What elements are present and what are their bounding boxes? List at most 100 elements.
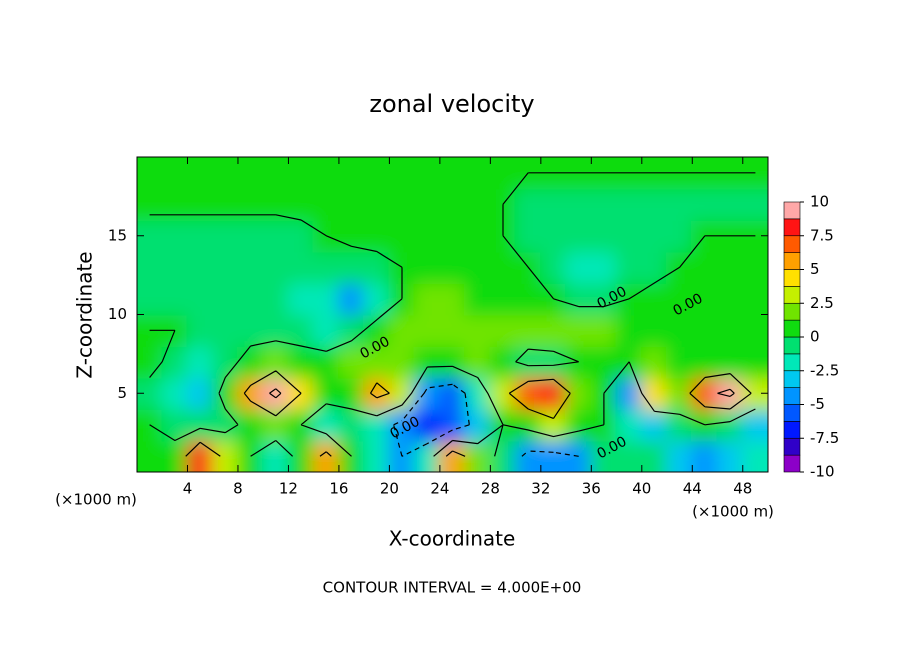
cell xyxy=(514,219,542,253)
cell xyxy=(666,187,694,221)
cell xyxy=(464,250,492,284)
cell xyxy=(388,408,416,442)
cell xyxy=(287,187,315,221)
cell xyxy=(337,376,366,410)
x-axis-label: X-coordinate xyxy=(389,527,516,551)
cell xyxy=(666,345,694,379)
cell xyxy=(691,282,719,316)
cell xyxy=(640,345,669,379)
cell xyxy=(514,439,542,472)
contours xyxy=(149,172,756,457)
cell xyxy=(337,157,366,190)
cell xyxy=(615,187,643,221)
colorbar-tick-label: -5 xyxy=(810,395,825,413)
cell xyxy=(262,376,290,410)
cell xyxy=(716,408,744,442)
cell xyxy=(137,157,164,190)
contour-line xyxy=(393,383,579,457)
cell xyxy=(640,439,669,472)
cell xyxy=(489,250,517,284)
cell xyxy=(640,376,669,410)
cell xyxy=(312,345,340,379)
cell xyxy=(211,282,239,316)
cell xyxy=(514,408,542,442)
cell xyxy=(137,345,164,379)
colorbar-band xyxy=(783,454,801,473)
colorbar-band xyxy=(783,404,801,422)
cell xyxy=(211,219,239,253)
x-tick-label: 24 xyxy=(430,480,449,498)
cell xyxy=(691,157,719,190)
cell xyxy=(137,187,164,221)
x-unit: (×1000 m) xyxy=(692,503,774,521)
cell xyxy=(716,250,744,284)
cell xyxy=(363,282,391,316)
cell xyxy=(262,187,290,221)
field xyxy=(137,157,768,472)
cell xyxy=(565,187,593,221)
cell xyxy=(438,187,467,221)
cell xyxy=(236,219,265,253)
cell xyxy=(413,250,441,284)
cell xyxy=(716,313,744,347)
cell xyxy=(565,313,593,347)
cell xyxy=(716,282,744,316)
cell xyxy=(186,408,214,442)
cell xyxy=(363,439,391,472)
cell xyxy=(514,157,542,190)
cell xyxy=(388,313,416,347)
cell xyxy=(161,219,189,253)
cell xyxy=(211,408,239,442)
cell xyxy=(716,345,744,379)
cell xyxy=(161,157,189,190)
cell xyxy=(716,439,744,472)
cell xyxy=(337,282,366,316)
cell xyxy=(691,313,719,347)
cell xyxy=(262,439,290,472)
colorbar-tick-label: 10 xyxy=(810,193,829,211)
y-unit: (×1000 m) xyxy=(55,491,137,509)
cell xyxy=(464,187,492,221)
cell xyxy=(211,250,239,284)
cell xyxy=(615,439,643,472)
cell xyxy=(186,282,214,316)
y-tick-label: 5 xyxy=(117,384,127,402)
cell xyxy=(741,187,768,221)
cell xyxy=(211,376,239,410)
cell xyxy=(489,157,517,190)
cell xyxy=(211,187,239,221)
colorbar-tick-label: 0 xyxy=(810,328,820,346)
cell xyxy=(262,157,290,190)
cell xyxy=(640,250,669,284)
colorbar-band xyxy=(783,302,801,321)
cell xyxy=(438,282,467,316)
x-tick-label: 20 xyxy=(380,480,399,498)
cell xyxy=(741,439,768,472)
colorbar-band xyxy=(783,437,801,456)
colorbar-tick-label: -2.5 xyxy=(810,361,839,379)
colorbar-band xyxy=(783,286,801,304)
cell xyxy=(464,376,492,410)
colorbar-band xyxy=(783,353,801,372)
cell xyxy=(413,439,441,472)
cell xyxy=(287,157,315,190)
cell xyxy=(262,250,290,284)
colorbar-tick-label: 7.5 xyxy=(810,226,834,244)
cell xyxy=(388,157,416,190)
x-tick-label: 16 xyxy=(329,480,348,498)
cell xyxy=(236,282,265,316)
cell xyxy=(590,187,618,221)
cell xyxy=(741,345,768,379)
cell xyxy=(640,187,669,221)
footer: CONTOUR INTERVAL = 4.000E+00 xyxy=(323,579,582,597)
colorbar-band xyxy=(783,235,801,253)
cell xyxy=(741,250,768,284)
x-tick-label: 28 xyxy=(481,480,500,498)
cell xyxy=(539,408,568,442)
colorbar-band xyxy=(783,218,801,237)
cell xyxy=(262,345,290,379)
cell xyxy=(363,250,391,284)
cell xyxy=(438,408,467,442)
x-tick-label: 48 xyxy=(733,480,752,498)
